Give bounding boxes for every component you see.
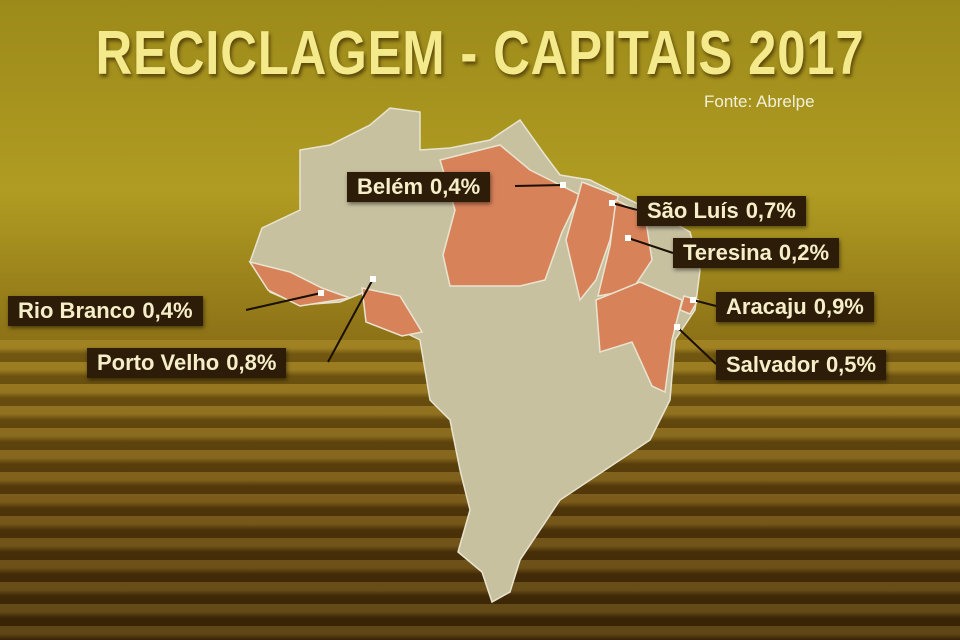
recycling-rate: 0,8% <box>226 350 277 375</box>
city-name: Belém <box>357 174 424 199</box>
city-name: Salvador <box>726 352 819 377</box>
city-label: São Luís 0,7% <box>637 196 806 226</box>
city-name: Rio Branco <box>18 298 136 323</box>
city-name: Aracaju <box>726 294 807 319</box>
city-label: Rio Branco 0,4% <box>8 296 203 326</box>
city-name: Teresina <box>683 240 772 265</box>
city-name: Porto Velho <box>97 350 220 375</box>
title: RECICLAGEM - CAPITAIS 2017 <box>95 19 865 88</box>
city-label: Aracaju 0,9% <box>716 292 874 322</box>
recycling-rate: 0,4% <box>142 298 193 323</box>
leader-lines <box>245 184 717 365</box>
source: Fonte: Abrelpe <box>704 92 815 111</box>
recycling-rate: 0,2% <box>778 240 830 265</box>
recycling-rate: 0,5% <box>825 352 877 377</box>
recycling-rate: 0,9% <box>813 294 864 319</box>
recycling-rate: 0,4% <box>430 174 481 199</box>
city-markers <box>318 182 696 330</box>
city-name: São Luís <box>647 198 739 223</box>
city-label: Salvador 0,5% <box>716 350 887 380</box>
city-label: Porto Velho 0,8% <box>87 348 287 378</box>
city-label: Belém 0,4% <box>347 172 491 202</box>
city-label: Teresina 0,2% <box>673 238 840 268</box>
recycling-rate: 0,7% <box>745 198 796 223</box>
